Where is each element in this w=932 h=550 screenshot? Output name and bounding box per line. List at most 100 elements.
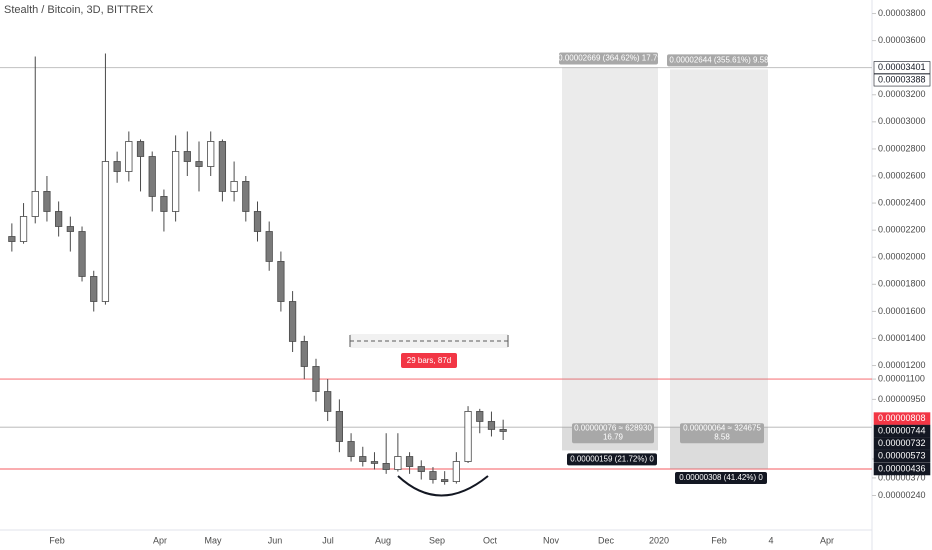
candle-body <box>347 441 355 457</box>
target-zone <box>670 69 768 428</box>
mid-text: 0.00000064 ≈ 324675 <box>683 423 761 432</box>
candle-body <box>464 411 472 462</box>
price-label: 0.00000744 <box>878 425 926 435</box>
mid-badge <box>572 423 654 444</box>
y-tick-label: 0.00002000 <box>878 252 926 262</box>
price-badge <box>873 449 931 463</box>
price-label: 0.00000808 <box>878 413 926 423</box>
candle-body <box>101 161 110 302</box>
range-label: 29 bars, 87d <box>407 356 451 365</box>
x-tick-label: 4 <box>768 535 773 545</box>
candle-body <box>417 466 425 472</box>
candle-body <box>171 151 180 212</box>
mid-text2: 8.58 <box>714 432 730 441</box>
candle-body <box>78 231 86 277</box>
candle-body <box>31 191 39 217</box>
candle-body <box>429 471 437 480</box>
mid-badge <box>680 423 764 444</box>
stop-badge <box>567 453 657 466</box>
y-tick-label: 0.00003200 <box>878 89 926 99</box>
price-label: 0.00003388 <box>878 74 926 84</box>
y-tick-label: 0.00002800 <box>878 143 926 153</box>
target-badge <box>559 52 658 65</box>
candle-body <box>441 479 449 482</box>
candle-body <box>242 181 250 212</box>
x-tick-label: Dec <box>598 535 615 545</box>
y-tick-label: 0.00001600 <box>878 306 926 316</box>
target-badge <box>667 54 768 67</box>
candle-body <box>476 411 484 422</box>
cup-drawing <box>397 475 489 497</box>
mid-text: 0.00000076 ≈ 628930 <box>574 423 652 432</box>
y-tick-label: 0.00003800 <box>878 8 926 18</box>
y-tick-label: 0.00003600 <box>878 35 926 45</box>
candle-body <box>452 461 460 482</box>
x-tick-label: 2020 <box>649 535 669 545</box>
y-tick-label: 0.00002600 <box>878 170 926 180</box>
price-label: 0.00000573 <box>878 450 926 460</box>
stop-text: 0.00000308 (41.42%) 0 <box>679 473 763 482</box>
stop-badge <box>675 471 767 484</box>
candle-body <box>359 456 367 462</box>
price-badge <box>873 437 931 450</box>
candle-body <box>382 463 390 470</box>
price-badge <box>873 73 931 87</box>
candle-body <box>230 181 238 192</box>
y-tick-label: 0.00003000 <box>878 116 926 126</box>
y-tick-label: 0.00002200 <box>878 225 926 235</box>
price-label: 0.00000436 <box>878 463 926 473</box>
target-text: 0.00002669 (364.62%) 17.79 <box>558 54 662 63</box>
candle-body <box>394 456 402 470</box>
x-tick-label: Jun <box>268 535 283 545</box>
price-badge <box>873 412 931 425</box>
candle-body <box>207 141 215 167</box>
candle-body <box>136 141 145 157</box>
candle-body <box>66 226 74 232</box>
candle-body <box>324 391 332 412</box>
x-tick-label: May <box>204 535 222 545</box>
candle-body <box>160 196 168 212</box>
candle-body <box>277 261 285 302</box>
candle-body <box>148 156 156 197</box>
price-badge <box>873 424 931 438</box>
candle-body <box>487 421 496 430</box>
x-tick-label: Apr <box>153 535 167 545</box>
target-text: 0.00002644 (355.61%) 9.58 <box>669 55 769 64</box>
candle-body <box>43 191 51 212</box>
stop-text: 0.00000159 (21.72%) 0 <box>570 455 654 464</box>
y-tick-label: 0.00002400 <box>878 197 926 207</box>
candle-body <box>312 366 320 392</box>
candle-body <box>195 161 203 167</box>
candle-body <box>265 231 273 262</box>
candle-body <box>405 456 414 467</box>
candle-body <box>55 211 63 227</box>
candle-body <box>370 461 379 464</box>
candle-body <box>19 216 28 242</box>
y-tick-label: 0.00001800 <box>878 279 926 289</box>
target-zone <box>562 67 658 428</box>
date-range-area <box>350 334 508 348</box>
candle-body <box>125 141 133 172</box>
candle-body <box>253 211 262 232</box>
mid-text2: 16.79 <box>603 432 624 441</box>
y-tick-label: 0.00001200 <box>878 360 926 370</box>
price-label: 0.00003401 <box>878 62 926 72</box>
range-badge <box>401 353 457 368</box>
y-tick-label: 0.00000240 <box>878 490 926 500</box>
y-tick-label: 0.00000950 <box>878 394 926 404</box>
candle-body <box>183 151 191 162</box>
chart-title: Stealth / Bitcoin, 3D, BITTREX <box>4 4 154 16</box>
y-tick-label: 0.00000370 <box>878 472 926 482</box>
candle-body <box>335 411 344 442</box>
x-tick-label: Apr <box>820 535 834 545</box>
price-badge <box>873 61 931 74</box>
price-badge <box>873 462 931 476</box>
candle-body <box>113 161 121 172</box>
x-tick-label: Nov <box>543 535 560 545</box>
candle-body <box>288 301 297 342</box>
candle-body <box>499 429 507 432</box>
x-tick-label: Feb <box>711 535 727 545</box>
x-tick-label: Sep <box>429 535 445 545</box>
